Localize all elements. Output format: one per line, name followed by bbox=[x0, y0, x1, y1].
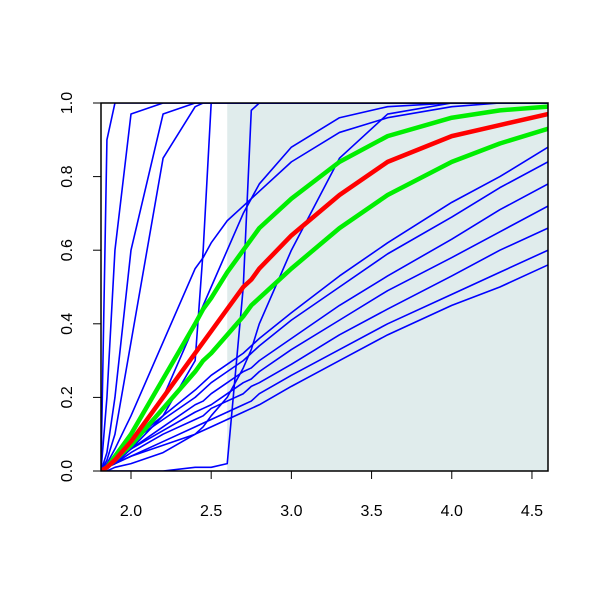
series-line bbox=[101, 205, 548, 471]
series-line bbox=[101, 104, 548, 471]
x-tick-label: 2.0 bbox=[120, 503, 142, 520]
y-tick-label: 0.6 bbox=[59, 239, 76, 261]
x-tick-label: 2.5 bbox=[200, 503, 222, 520]
series-line bbox=[101, 103, 548, 471]
y-tick-label: 0.8 bbox=[59, 165, 76, 187]
x-tick-label: 3.5 bbox=[360, 503, 382, 520]
series-line bbox=[101, 103, 548, 471]
series-line bbox=[101, 103, 548, 471]
series-line bbox=[101, 111, 548, 471]
series-line bbox=[101, 103, 548, 471]
x-tick-label: 4.0 bbox=[441, 503, 463, 520]
series-line bbox=[101, 264, 548, 471]
series-line bbox=[101, 227, 548, 471]
x-tick-label: 4.5 bbox=[521, 503, 543, 520]
series-line bbox=[101, 103, 548, 471]
y-tick-label: 0.2 bbox=[59, 386, 76, 408]
x-tick-label: 3.0 bbox=[280, 503, 302, 520]
plot-box bbox=[100, 102, 549, 472]
y-tick-label: 1.0 bbox=[59, 92, 76, 114]
series-line bbox=[101, 103, 548, 471]
y-tick-label: 0.0 bbox=[59, 460, 76, 482]
y-tick-label: 0.4 bbox=[59, 313, 76, 335]
